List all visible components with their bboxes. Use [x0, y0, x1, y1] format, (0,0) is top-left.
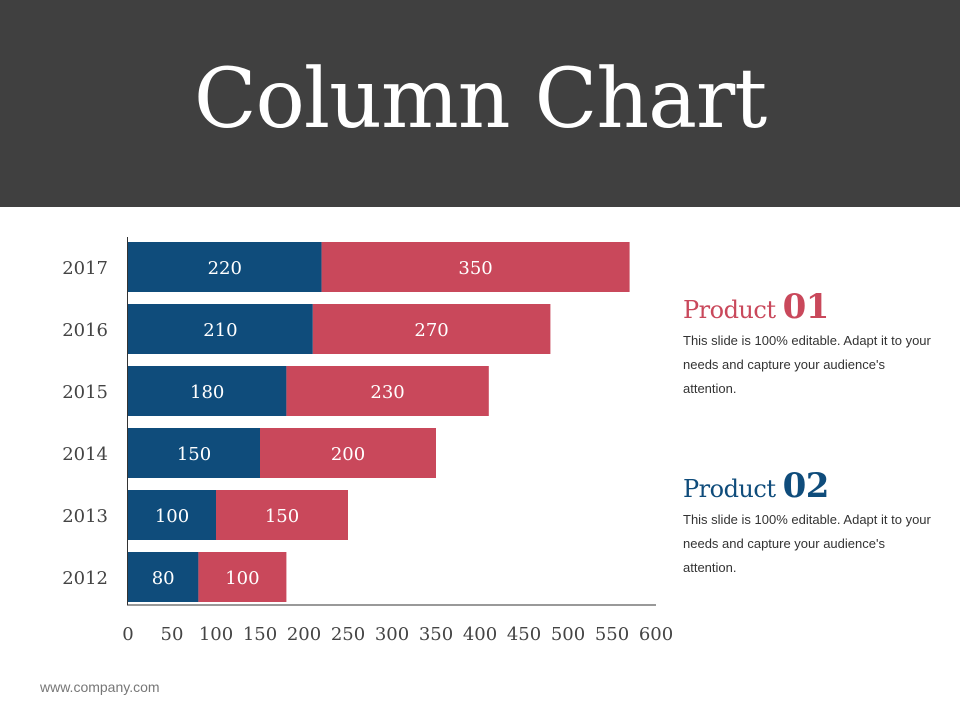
y-tick-label: 2014	[62, 444, 108, 465]
product-label: Product	[683, 296, 776, 324]
bar-segment	[260, 428, 436, 478]
title-banner: Column Chart	[0, 0, 960, 207]
data-label: 150	[265, 506, 299, 527]
product-description: This slide is 100% editable. Adapt it to…	[683, 512, 931, 575]
x-tick-label: 400	[463, 624, 497, 645]
bar-segment	[128, 552, 199, 602]
x-tick-label: 50	[161, 624, 184, 645]
y-tick-label: 2015	[62, 382, 108, 403]
stacked-bar-chart: 2017 220 350 2016 210 270 2015 180 230 2014 150 200…	[62, 237, 673, 645]
data-label: 200	[331, 444, 365, 465]
y-tick-label: 2013	[62, 506, 108, 527]
product-02-block: Product 02 This slide is 100% editable. …	[683, 466, 933, 580]
y-tick-label: 2012	[62, 568, 108, 589]
bar-segment	[128, 428, 260, 478]
product-number: 02	[782, 466, 830, 506]
y-tick-label: 2016	[62, 320, 108, 341]
data-label: 270	[414, 320, 448, 341]
x-tick-label: 450	[507, 624, 541, 645]
footer-url: www.company.com	[40, 679, 160, 695]
x-tick-label: 600	[639, 624, 673, 645]
product-01-block: Product 01 This slide is 100% editable. …	[683, 287, 933, 401]
data-label: 220	[208, 258, 242, 279]
bar-segment	[216, 490, 348, 540]
product-number: 01	[782, 287, 830, 327]
bar-segment	[128, 242, 322, 292]
data-label: 80	[152, 568, 175, 589]
bar-segment	[198, 552, 287, 602]
bar-segment	[128, 490, 216, 540]
bar-segment	[321, 242, 630, 292]
x-tick-label: 300	[375, 624, 409, 645]
page-title: Column Chart	[193, 52, 767, 147]
data-label: 230	[370, 382, 404, 403]
bar-segment	[128, 304, 313, 354]
data-label: 350	[458, 258, 492, 279]
x-tick-label: 550	[595, 624, 629, 645]
bar-segment	[312, 304, 551, 354]
product-description: This slide is 100% editable. Adapt it to…	[683, 333, 931, 396]
x-tick-label: 0	[122, 624, 133, 645]
x-tick-label: 150	[243, 624, 277, 645]
x-tick-label: 200	[287, 624, 321, 645]
data-label: 150	[177, 444, 211, 465]
data-label: 210	[203, 320, 237, 341]
data-label: 100	[155, 506, 189, 527]
x-tick-label: 100	[199, 624, 233, 645]
bar-segment	[286, 366, 489, 416]
y-tick-label: 2017	[62, 258, 108, 279]
data-label: 180	[190, 382, 224, 403]
x-tick-label: 250	[331, 624, 365, 645]
x-tick-label: 350	[419, 624, 453, 645]
bar-segment	[128, 366, 287, 416]
x-tick-label: 500	[551, 624, 585, 645]
product-label: Product	[683, 475, 776, 503]
data-label: 100	[225, 568, 259, 589]
